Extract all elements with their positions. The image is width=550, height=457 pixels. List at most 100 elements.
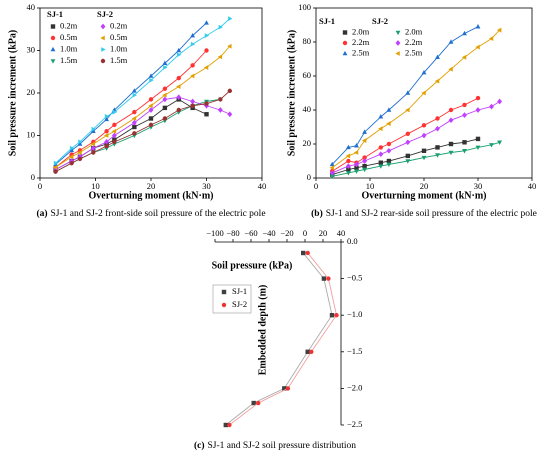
marker <box>132 124 137 130</box>
marker <box>434 78 440 84</box>
x-tick-label: 10 <box>366 181 375 191</box>
marker <box>462 149 467 154</box>
y-tick-label: −0.5 <box>347 273 362 283</box>
marker <box>162 60 168 66</box>
legend-marker <box>50 35 56 41</box>
marker <box>53 160 59 166</box>
marker <box>78 139 83 145</box>
marker <box>435 54 440 60</box>
series-line <box>55 45 231 168</box>
legend-label: 1.0m <box>110 43 128 53</box>
y-tick-label: 40 <box>27 2 36 12</box>
marker <box>104 143 109 149</box>
x-tick-label: −40 <box>262 228 275 238</box>
x-tick-label: 0 <box>38 181 42 191</box>
x-tick-label: 10 <box>91 181 100 191</box>
marker <box>132 109 137 115</box>
marker <box>256 400 261 406</box>
marker <box>354 165 359 170</box>
marker <box>475 95 481 101</box>
marker <box>217 107 223 113</box>
marker <box>104 113 110 119</box>
marker <box>345 144 351 150</box>
marker <box>475 136 481 142</box>
marker <box>448 107 454 113</box>
marker <box>405 153 410 159</box>
marker <box>386 121 391 127</box>
marker <box>435 145 440 150</box>
marker <box>448 117 454 124</box>
legend-marker <box>221 289 227 295</box>
legend-label: SJ-2 <box>232 299 247 309</box>
legend-label: SJ-1 <box>232 286 247 296</box>
marker <box>405 139 411 146</box>
marker <box>204 20 209 25</box>
marker <box>305 250 310 256</box>
series-line <box>229 252 337 426</box>
y-tick-label: 40 <box>303 104 312 114</box>
legend-marker <box>100 58 106 64</box>
marker <box>354 143 359 148</box>
marker <box>189 73 195 79</box>
legend-marker <box>101 47 106 52</box>
marker <box>69 145 75 151</box>
marker <box>435 153 440 158</box>
marker <box>53 169 58 174</box>
legend-label: 2.2m <box>352 37 370 47</box>
y-tick-label: −2.0 <box>347 382 362 392</box>
caption: (b) SJ-1 and SJ-2 rear-side soil pressure… <box>311 208 537 219</box>
marker <box>148 107 154 113</box>
y-tick-label: 30 <box>27 44 36 54</box>
x-tick-label: −80 <box>226 228 239 238</box>
marker <box>111 128 117 134</box>
marker <box>386 141 392 147</box>
x-tick-label: −20 <box>280 228 293 238</box>
y-tick-label: −1.0 <box>347 309 362 319</box>
marker <box>435 125 440 132</box>
series-line <box>331 97 479 172</box>
legend-label: 0.5m <box>110 32 128 42</box>
series-line <box>225 252 333 426</box>
marker <box>462 140 467 145</box>
marker <box>475 107 481 113</box>
marker <box>204 48 209 53</box>
marker <box>448 150 454 156</box>
marker <box>77 141 83 146</box>
marker <box>421 148 427 153</box>
marker <box>378 164 384 169</box>
legend-marker <box>395 30 401 36</box>
legend-box <box>212 284 252 314</box>
marker <box>361 138 367 144</box>
marker <box>362 158 368 164</box>
marker <box>112 109 118 115</box>
marker <box>386 162 392 168</box>
legend-marker <box>100 35 105 41</box>
x-tick-label: 30 <box>202 181 211 191</box>
x-tick-label: 0 <box>314 181 318 191</box>
marker <box>362 163 367 169</box>
legend-marker <box>100 23 106 30</box>
x-tick-label: 40 <box>528 181 537 191</box>
x-axis-label: Soil pressure (kPa) <box>212 260 293 271</box>
legend-marker <box>342 30 348 35</box>
marker <box>227 111 233 118</box>
legend-marker <box>342 50 348 56</box>
legend-label: 1.5m <box>110 55 128 65</box>
panel-label: (b) <box>311 208 323 219</box>
marker <box>305 349 310 354</box>
y-tick-label: 0 <box>307 172 311 182</box>
marker <box>204 112 209 117</box>
legend-marker <box>50 24 56 29</box>
marker <box>448 66 453 72</box>
marker <box>354 161 359 168</box>
marker <box>329 161 335 167</box>
marker <box>90 141 96 147</box>
legend-group-title: SJ-1 <box>319 16 335 26</box>
marker <box>227 422 232 428</box>
y-tick-label: 0.0 <box>347 236 358 246</box>
marker <box>405 107 410 113</box>
marker <box>176 107 181 113</box>
marker <box>282 386 287 391</box>
marker <box>346 167 351 172</box>
